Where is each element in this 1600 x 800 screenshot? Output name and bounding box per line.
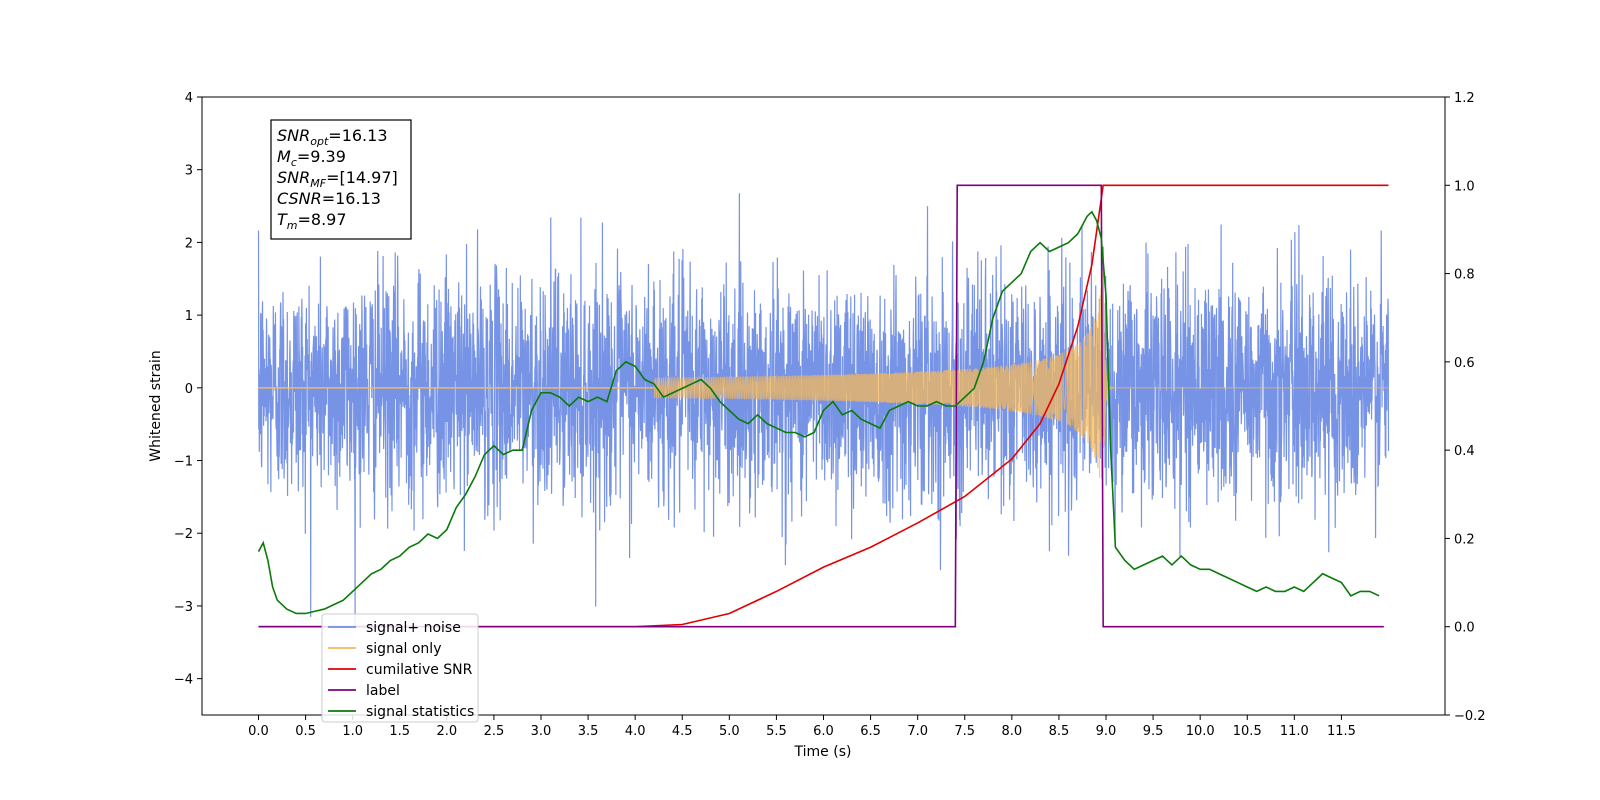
x-tick-label: 11.5 [1327,724,1356,739]
x-axis: 0.0 0.5 1.0 1.5 2.0 2.5 3.0 3.5 4.0 4.5 5.0 5.5 6.0 6… [248,715,1356,739]
x-tick-label: 9.0 [1096,724,1117,739]
x-tick-label: 11.0 [1280,724,1309,739]
legend-label: signal only [366,641,441,657]
y-tick-label: −2 [174,527,193,542]
signal-noise-line [257,193,1390,626]
annotation-line: Mc=9.39 [277,147,346,169]
annotation-line: SNRMF=[14.97] [277,168,398,190]
x-tick-label: 10.0 [1186,724,1215,739]
annotation-frame [270,119,412,240]
x-tick-label: 2.0 [436,724,457,739]
y2-tick-label: 0.6 [1454,356,1475,371]
y2-tick-label: 1.2 [1454,91,1475,106]
x-tick-label: 4.5 [672,724,693,739]
y-tick-label: 3 [185,164,193,179]
annotation-line: Tm=8.97 [277,210,347,232]
annotation-line: CSNR=16.13 [277,189,381,208]
y-tick-label: −3 [174,600,193,615]
x-tick-label: 8.5 [1049,724,1070,739]
x-tick-label: 1.0 [342,724,363,739]
y-tick-label: 1 [185,309,193,324]
x-tick-label: 3.5 [578,724,599,739]
x-tick-label: 2.5 [484,724,505,739]
annotation-box: SNRopt=16.13Mc=9.39SNRMF=[14.97]CSNR=16.… [270,119,412,240]
x-tick-label: 6.5 [860,724,881,739]
y2-tick-label: 0.2 [1454,532,1475,547]
x-tick-label: 7.0 [907,724,928,739]
y-tick-label: −1 [174,455,193,470]
x-tick-label: 7.5 [954,724,975,739]
cumilative-snr-line [258,184,1389,628]
x-axis-label: Time (s) [794,744,852,760]
y-tick-label: 2 [185,236,193,251]
y-tick-label: −4 [174,673,193,688]
y-axis-left: 4 3 2 1 0 −1 −2 −3 −4 [174,91,202,688]
y2-tick-label: 1.0 [1454,179,1475,194]
annotation-line: SNRopt=16.13 [277,126,388,148]
legend-label: label [366,683,400,699]
y-axis-label: Whitened strain [148,350,164,461]
y2-tick-label: −0.2 [1454,709,1486,724]
y-tick-label: 0 [185,382,193,397]
x-tick-label: 8.0 [1001,724,1022,739]
x-tick-label: 9.5 [1143,724,1164,739]
x-tick-label: 0.5 [295,724,316,739]
y-tick-label: 4 [185,91,193,106]
y2-tick-label: 0.0 [1454,621,1475,636]
x-tick-label: 0.0 [248,724,269,739]
x-tick-label: 10.5 [1233,724,1262,739]
x-tick-label: 5.0 [719,724,740,739]
plot-area [257,184,1390,628]
legend-label: cumilative SNR [366,662,473,678]
x-tick-label: 4.0 [625,724,646,739]
y2-tick-label: 0.4 [1454,444,1475,459]
x-tick-label: 3.0 [531,724,552,739]
x-tick-label: 1.5 [389,724,410,739]
legend-label: signal statistics [366,704,474,720]
x-tick-label: 6.0 [813,724,834,739]
legend-label: signal+ noise [366,620,461,636]
legend: signal+ noise signal only cumilative SNR la… [321,613,479,723]
y-axis-right: 1.2 1.0 0.8 0.6 0.4 0.2 0.0 −0.2 [1445,91,1486,724]
signal-only-line [653,270,1389,480]
signal-statistics-line [257,210,1380,615]
x-tick-label: 5.5 [766,724,787,739]
y2-tick-label: 0.8 [1454,268,1475,283]
label-line [258,184,1384,628]
legend-frame [321,613,479,723]
